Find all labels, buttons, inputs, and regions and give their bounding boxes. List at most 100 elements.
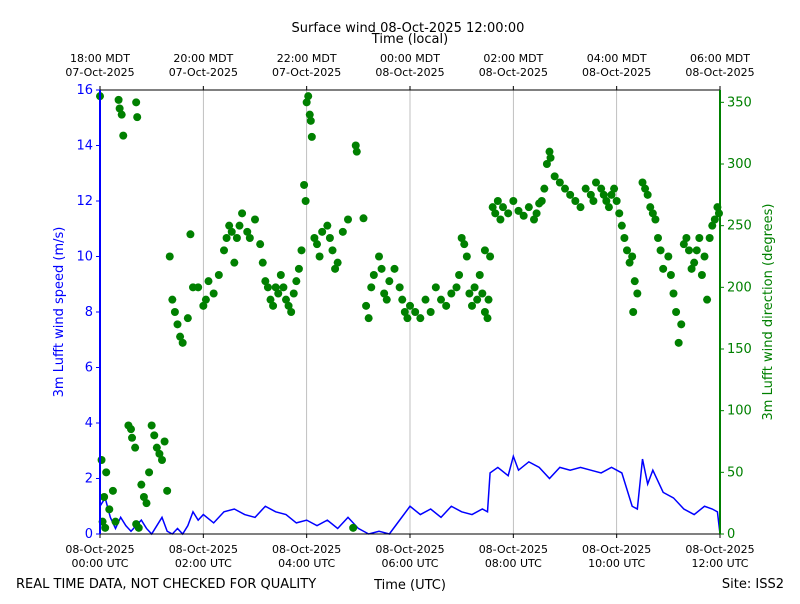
- wind-direction-point: [629, 308, 638, 316]
- wind-direction-point: [664, 252, 673, 261]
- wind-direction-point: [682, 234, 691, 242]
- wind-direction-point: [297, 246, 306, 255]
- wind-direction-point: [173, 320, 182, 329]
- y2-axis-label: 3m Lufft wind direction (degrees): [761, 204, 776, 421]
- wind-direction-point: [377, 264, 386, 273]
- wind-direction-point: [214, 271, 223, 279]
- wind-direction-point: [315, 252, 324, 261]
- y2-tick-label: 300: [727, 157, 752, 172]
- wind-direction-point: [220, 246, 228, 255]
- wind-direction-point: [362, 301, 371, 310]
- wind-direction-point: [266, 295, 275, 304]
- wind-direction-point: [607, 190, 616, 199]
- x2-tick-label: 04:00 MDT 08-Oct-2025: [582, 52, 651, 79]
- wind-direction-point: [700, 252, 709, 261]
- wind-direction-point: [462, 252, 471, 261]
- x-tick-label: 08-Oct-2025 04:00 UTC: [272, 543, 341, 570]
- wind-direction-point: [176, 332, 185, 341]
- wind-direction-point: [289, 289, 298, 298]
- wind-direction-point: [101, 523, 110, 532]
- wind-direction-point: [708, 221, 717, 230]
- wind-direction-point: [628, 252, 637, 261]
- wind-direction-point: [158, 456, 166, 464]
- wind-direction-point: [279, 283, 288, 292]
- wind-direction-point: [703, 295, 712, 304]
- wind-direction-point: [145, 468, 154, 477]
- wind-direction-point: [274, 289, 283, 298]
- wind-direction-point: [697, 271, 706, 279]
- wind-direction-point: [102, 468, 111, 477]
- wind-direction-point: [403, 314, 412, 323]
- wind-direction-point: [672, 308, 681, 316]
- wind-direction-point: [325, 234, 334, 242]
- wind-direction-point: [349, 523, 358, 532]
- wind-direction-point: [468, 301, 476, 310]
- wind-direction-point: [222, 234, 231, 242]
- wind-direction-point: [133, 113, 142, 122]
- x2-tick-label: 00:00 MDT 08-Oct-2025: [375, 52, 444, 79]
- wind-direction-point: [679, 240, 688, 249]
- wind-direction-point: [271, 283, 280, 292]
- wind-direction-point: [710, 215, 719, 224]
- wind-direction-point: [514, 206, 523, 215]
- y-axis-label: 3m Lufft wind speed (m/s): [52, 227, 67, 398]
- x2-tick-label: 22:00 MDT 07-Oct-2025: [272, 52, 341, 79]
- wind-direction-point: [460, 240, 469, 249]
- wind-direction-point: [364, 314, 373, 323]
- wind-direction-point: [310, 234, 319, 242]
- wind-direction-point: [100, 493, 109, 501]
- wind-direction-point: [302, 98, 311, 107]
- wind-direction-point: [263, 283, 272, 292]
- wind-direction-point: [235, 221, 244, 230]
- wind-direction-point: [421, 295, 430, 304]
- wind-direction-point: [230, 258, 239, 267]
- wind-direction-point: [232, 234, 241, 242]
- wind-direction-point: [245, 234, 254, 242]
- wind-direction-point: [491, 209, 500, 218]
- site-label: Site: ISS2: [722, 577, 784, 592]
- chart-title: Surface wind 08-Oct-2025 12:00:00: [292, 21, 525, 36]
- wind-direction-point: [227, 227, 236, 236]
- wind-direction-point: [294, 264, 303, 273]
- wind-direction-point: [400, 308, 409, 316]
- wind-direction-point: [201, 295, 210, 304]
- y2-tick-label: 50: [727, 465, 744, 480]
- wind-direction-point: [473, 295, 482, 304]
- wind-direction-point: [499, 203, 507, 212]
- wind-direction-point: [685, 246, 693, 255]
- wind-direction-point: [134, 523, 143, 532]
- wind-direction-point: [630, 277, 639, 286]
- wind-direction-point: [323, 221, 332, 230]
- wind-direction-point: [625, 258, 634, 267]
- wind-direction-point: [163, 486, 172, 495]
- wind-direction-point: [465, 289, 474, 298]
- y-tick-label: 4: [85, 416, 93, 431]
- wind-direction-point: [493, 197, 502, 205]
- wind-direction-point: [674, 338, 683, 347]
- wind-direction-point: [581, 184, 590, 193]
- wind-direction-point: [111, 517, 120, 526]
- wind-direction-point: [160, 437, 169, 446]
- x-axis-label: Time (UTC): [373, 578, 446, 593]
- wind-direction-point: [633, 289, 642, 298]
- y-tick-label: 8: [85, 305, 93, 320]
- wind-direction-point: [638, 178, 647, 187]
- wind-direction-point: [545, 147, 554, 156]
- y-tick-label: 6: [85, 361, 93, 376]
- x-tick-label: 08-Oct-2025 06:00 UTC: [375, 543, 444, 570]
- wind-direction-point: [178, 338, 187, 347]
- x-tick-label: 08-Oct-2025 02:00 UTC: [169, 543, 238, 570]
- wind-direction-point: [643, 190, 652, 199]
- wind-direction-point: [597, 184, 606, 193]
- wind-direction-point: [666, 271, 675, 279]
- wind-direction-point: [137, 480, 146, 489]
- wind-direction-point: [496, 215, 505, 224]
- wind-direction-point: [592, 178, 600, 187]
- wind-direction-point: [152, 443, 161, 452]
- wind-direction-point: [457, 234, 466, 242]
- wind-direction-point: [382, 295, 391, 304]
- wind-direction-point: [258, 258, 267, 267]
- x-tick-label: 08-Oct-2025 10:00 UTC: [582, 543, 651, 570]
- wind-direction-point: [442, 301, 451, 310]
